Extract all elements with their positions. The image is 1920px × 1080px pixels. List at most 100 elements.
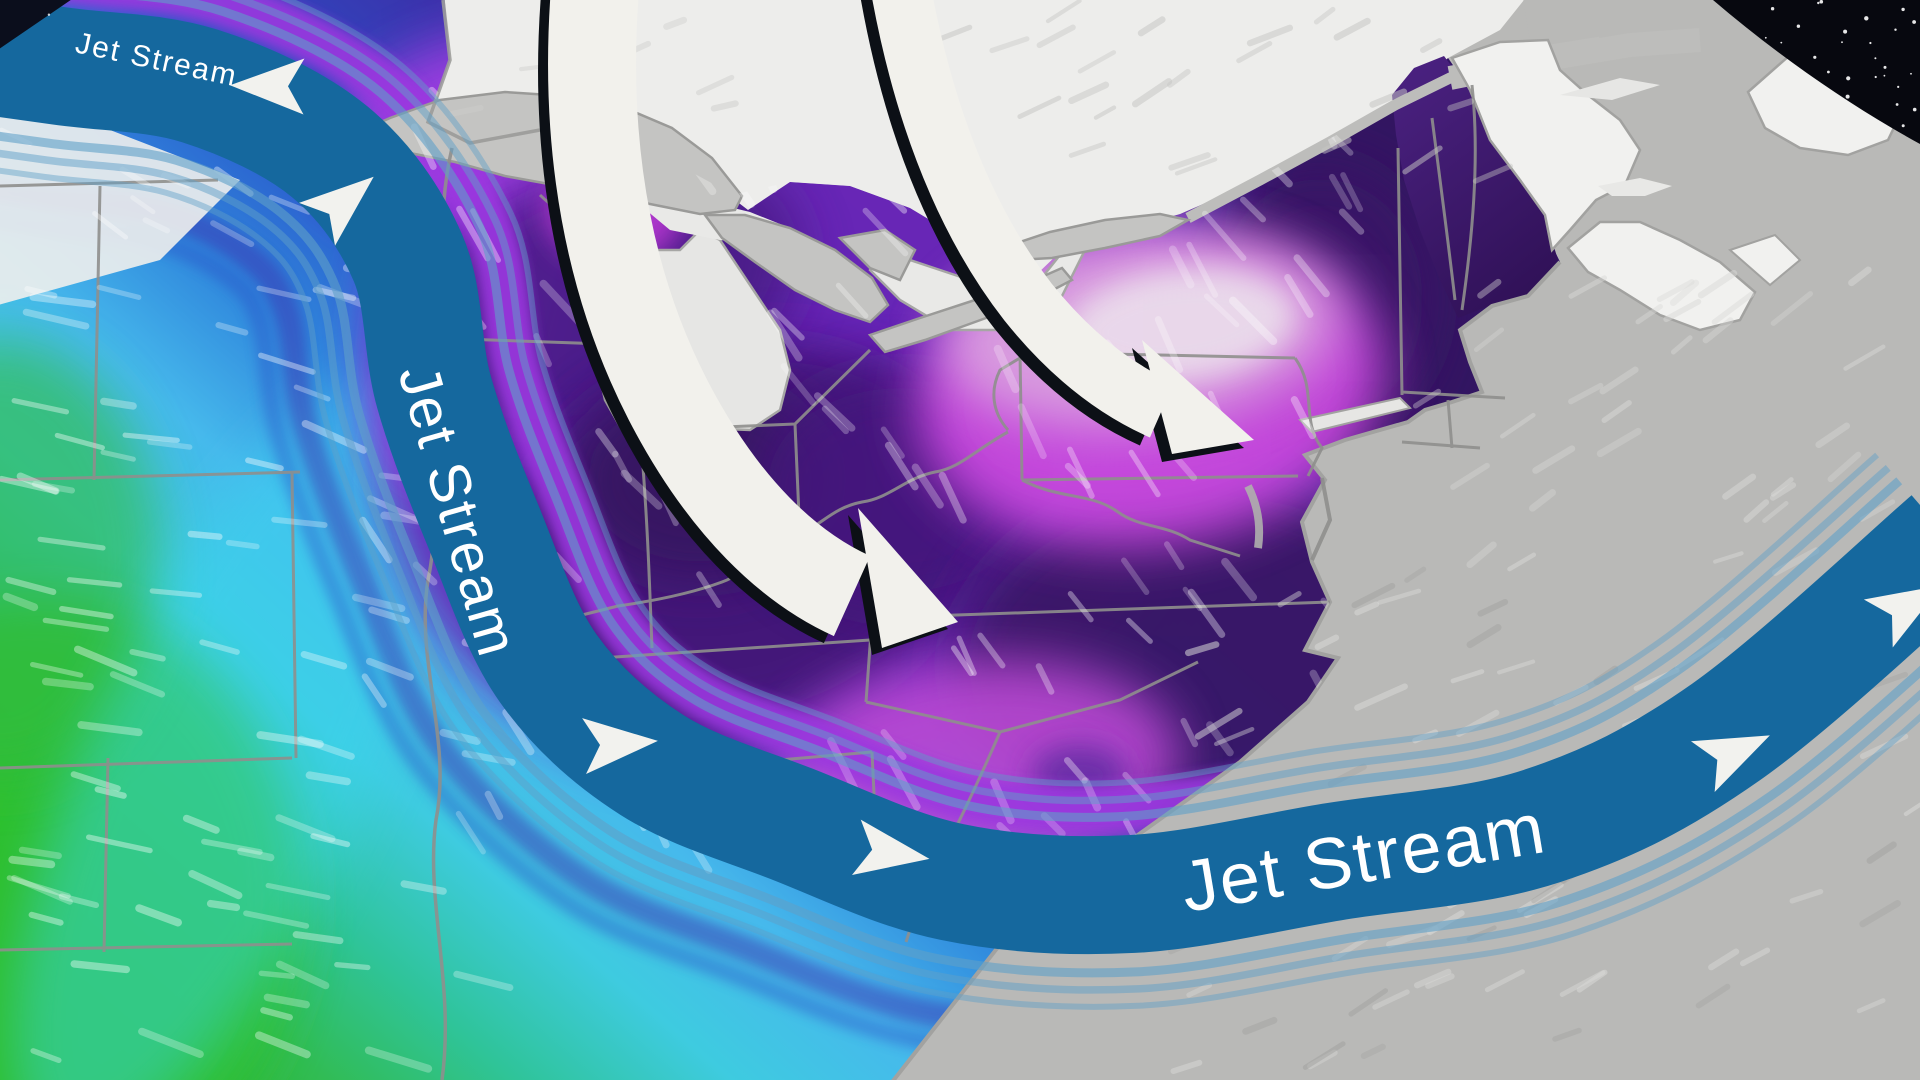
wind-streak bbox=[1372, 989, 1410, 1010]
star bbox=[1883, 65, 1887, 69]
star bbox=[1883, 74, 1886, 77]
wind-streak bbox=[94, 786, 127, 799]
wind-streak bbox=[1856, 998, 1886, 1014]
chesapeake-bay bbox=[1244, 484, 1264, 549]
wind-streak bbox=[696, 571, 722, 608]
flow-arrowhead-icon bbox=[299, 176, 374, 246]
wind-streak bbox=[368, 606, 410, 624]
wind-streak bbox=[1656, 279, 1695, 303]
wind-streak bbox=[449, 105, 484, 117]
flow-arrowhead-icon bbox=[1863, 585, 1920, 648]
wind-streak bbox=[1132, 78, 1173, 108]
wind-streak bbox=[1185, 641, 1220, 657]
wind-streak bbox=[1402, 145, 1443, 175]
wind-streak bbox=[1859, 733, 1909, 760]
wind-streak bbox=[1017, 403, 1047, 460]
wind-streak bbox=[956, 635, 977, 676]
wind-streak bbox=[1635, 304, 1663, 325]
wind-streak bbox=[293, 384, 331, 402]
wind-streak bbox=[1354, 683, 1408, 711]
wind-streak bbox=[1599, 366, 1639, 395]
wind-streak bbox=[73, 645, 138, 677]
wind-streak bbox=[1121, 557, 1150, 596]
wind-streak bbox=[455, 810, 486, 855]
wind-streak bbox=[1702, 317, 1734, 344]
wind-streak bbox=[268, 194, 312, 215]
wind-streak bbox=[1246, 24, 1294, 47]
wind-streak bbox=[11, 398, 70, 415]
wind-streak bbox=[1663, 298, 1702, 323]
wind-streak bbox=[1827, 451, 1862, 483]
wind-streak bbox=[1340, 172, 1364, 213]
star bbox=[1780, 41, 1783, 44]
delmarva-outline bbox=[1310, 477, 1333, 561]
wind-streak bbox=[30, 1048, 62, 1064]
star bbox=[1874, 57, 1877, 60]
wind-streak bbox=[1576, 969, 1608, 993]
star bbox=[1843, 29, 1848, 34]
jet-speed-line bbox=[136, 0, 1903, 822]
wind-streak bbox=[28, 911, 64, 926]
wind-streak bbox=[1221, 557, 1258, 602]
wind-streak bbox=[1242, 1016, 1278, 1035]
wind-streak bbox=[361, 673, 387, 708]
wind-streak bbox=[1601, 400, 1632, 424]
star bbox=[1846, 76, 1851, 81]
wind-streak bbox=[1568, 382, 1604, 405]
wind-streak bbox=[1017, 95, 1062, 119]
wind-streak bbox=[1125, 617, 1153, 644]
wind-streak bbox=[1067, 591, 1094, 623]
wind-streak bbox=[265, 882, 331, 901]
wind-streak bbox=[1314, 634, 1340, 650]
wind-streak bbox=[1848, 266, 1872, 287]
wind-streak bbox=[210, 220, 255, 248]
border-line bbox=[569, 638, 871, 662]
wind-streak bbox=[1321, 137, 1352, 154]
wind-streak bbox=[292, 931, 344, 945]
wind-streak bbox=[1351, 582, 1396, 609]
flow-arrowhead-icon bbox=[1690, 735, 1770, 793]
wind-streak bbox=[85, 834, 153, 854]
wind-streak bbox=[1170, 1059, 1203, 1074]
wind-streak bbox=[24, 285, 58, 299]
nova-scotia bbox=[1566, 220, 1757, 332]
wind-streak bbox=[1568, 275, 1608, 299]
wind-streak bbox=[1154, 316, 1184, 374]
wind-streak bbox=[258, 970, 295, 979]
wind-streak bbox=[1420, 38, 1443, 54]
jet-speed-line bbox=[0, 131, 1920, 978]
wind-streak bbox=[1377, 588, 1422, 605]
wind-streak bbox=[1695, 983, 1731, 1009]
star bbox=[1864, 16, 1869, 21]
wind-streak bbox=[1167, 68, 1191, 88]
wind-streak bbox=[1711, 291, 1755, 325]
wind-streak bbox=[1859, 499, 1896, 522]
wind-streak bbox=[1313, 6, 1336, 25]
wind-streak bbox=[201, 838, 263, 855]
wind-streak bbox=[1455, 709, 1500, 737]
wind-streak bbox=[149, 588, 203, 598]
wind-streak bbox=[365, 657, 414, 681]
star bbox=[1895, 103, 1899, 106]
wind-streak bbox=[456, 205, 491, 262]
wind-streak bbox=[256, 731, 324, 748]
wind-streak bbox=[275, 960, 330, 990]
star bbox=[1874, 75, 1877, 79]
wind-streak bbox=[215, 322, 249, 336]
wind-streak bbox=[263, 993, 310, 1009]
wind-streak bbox=[1203, 293, 1240, 328]
wind-streak bbox=[1450, 669, 1485, 684]
wind-streak bbox=[42, 617, 110, 632]
flow-arrowhead-icon bbox=[582, 718, 658, 775]
wind-streak bbox=[1596, 427, 1642, 458]
space-top-left bbox=[0, 0, 71, 49]
wind-streak bbox=[182, 814, 220, 834]
border-line bbox=[102, 757, 110, 953]
wind-streak bbox=[1903, 802, 1920, 817]
star bbox=[1796, 24, 1801, 28]
wind-streak bbox=[1743, 499, 1770, 523]
wind-streak bbox=[1338, 208, 1365, 235]
wind-streak bbox=[100, 449, 136, 462]
wind-streak bbox=[11, 874, 73, 905]
wind-streak bbox=[1290, 396, 1317, 440]
